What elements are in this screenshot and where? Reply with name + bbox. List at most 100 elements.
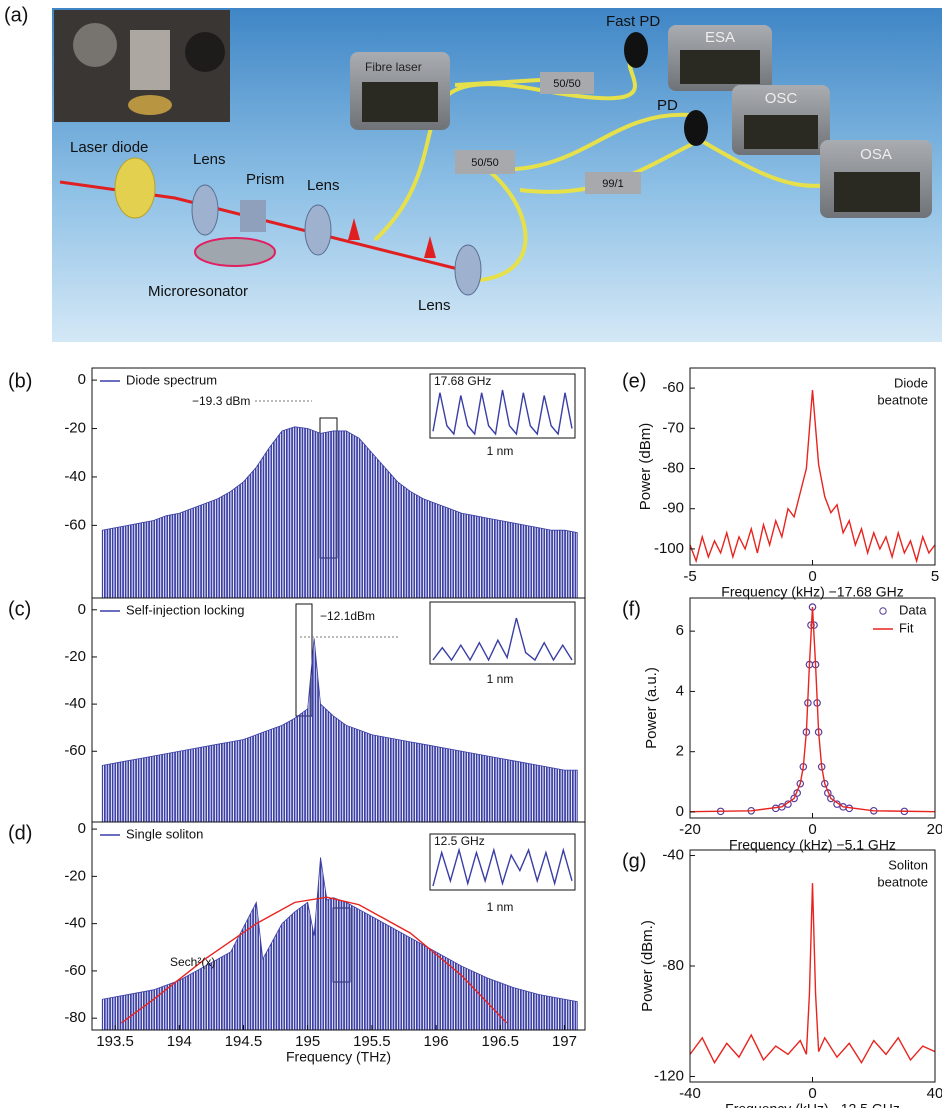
plot-area	[101, 426, 578, 598]
x-tick-label: 194	[167, 1033, 192, 1050]
photo-detail	[73, 23, 117, 67]
line	[690, 607, 935, 813]
panel-label: (c)	[8, 598, 31, 620]
line	[690, 390, 935, 564]
y-tick-label: -60	[662, 379, 684, 396]
component-label: Lens	[418, 297, 451, 314]
x-tick-label: 194.5	[225, 1033, 263, 1050]
y-tick-label: -80	[662, 957, 684, 974]
coupler	[540, 72, 594, 94]
y-tick-label: -20	[64, 648, 86, 665]
plot-area	[101, 857, 578, 1030]
legend-label: Self-injection locking	[126, 602, 245, 617]
data-point	[827, 794, 835, 803]
beam	[59, 180, 471, 274]
x-tick-label: 196	[424, 1033, 449, 1050]
coupler	[585, 172, 641, 194]
x-tick-label: 195	[295, 1033, 320, 1050]
y-tick-label: -100	[654, 540, 684, 557]
inset-line	[432, 847, 573, 887]
x-axis-label: Frequency (kHz) −17.68 GHz	[721, 584, 903, 600]
line	[121, 896, 508, 1024]
chart-panel: (b) -60 -40 -20 0 Diode spectrum −19.3 dBm 17.6…	[8, 367, 586, 599]
x-tick-label: 195.5	[353, 1033, 391, 1050]
plot-area	[101, 638, 578, 822]
y-axis-label: Power (a.u.)	[643, 667, 660, 749]
setup-diagram: (a) Laser diode Lens Prism Lens Microres…	[4, 4, 942, 342]
laser-diode	[114, 157, 156, 219]
y-tick-label: 0	[78, 820, 86, 837]
photo-detail	[130, 30, 170, 90]
annotation: Diode	[894, 375, 928, 390]
plot-area	[690, 390, 935, 564]
coupler-label: 50/50	[553, 78, 581, 90]
x-tick-label: 197	[552, 1033, 577, 1050]
line	[690, 883, 935, 1065]
y-tick-label: -90	[662, 500, 684, 517]
annotation: Soliton	[888, 857, 928, 872]
y-axis-label: Power (dBm)	[637, 423, 654, 511]
lens	[304, 204, 332, 256]
x-tick-label: 196.5	[481, 1033, 519, 1050]
photodetector	[624, 32, 648, 68]
annotation: beatnote	[877, 392, 928, 407]
screen	[362, 82, 438, 122]
lens	[454, 244, 482, 296]
inset-line	[432, 389, 573, 436]
panel-label: (b)	[8, 370, 32, 392]
x-axis-label: Frequency (kHz) −5.1 GHz	[729, 837, 896, 853]
legend-label: Single soliton	[126, 826, 203, 841]
x-tick-label: 5	[931, 568, 939, 585]
y-tick-label: 6	[676, 622, 684, 639]
x-tick-label: 0	[808, 568, 816, 585]
screen	[680, 50, 760, 84]
y-tick-label: -60	[64, 516, 86, 533]
y-tick-label: -40	[662, 846, 684, 863]
lens	[191, 184, 219, 236]
legend-marker	[879, 607, 887, 615]
component-label: Lens	[193, 151, 226, 168]
chart-panel: (e) -100 -90 -80 -70 -60 -5 0 5 Frequency (kHz) −…	[622, 367, 939, 600]
y-axis-label: Power (dBm.)	[639, 920, 656, 1012]
plot-area	[690, 883, 935, 1065]
y-tick-label: -40	[64, 695, 86, 712]
instrument-label: OSC	[765, 90, 798, 107]
inset-frame	[429, 601, 576, 665]
x-tick-label: 20	[927, 821, 942, 838]
y-tick-label: -80	[64, 1009, 86, 1026]
x-tick-label: -20	[679, 821, 701, 838]
y-tick-label: 0	[78, 601, 86, 618]
prism	[240, 200, 266, 232]
legend-label: Diode spectrum	[126, 372, 217, 387]
y-tick-label: -40	[64, 468, 86, 485]
coupler-label: 50/50	[471, 157, 499, 169]
annotation: −12.1dBm	[320, 609, 375, 623]
y-tick-label: -20	[64, 419, 86, 436]
legend-label: Fit	[899, 620, 914, 635]
inset-label: 17.68 GHz	[434, 374, 491, 388]
annotation: beatnote	[877, 874, 928, 889]
x-axis-label: Frequency (kHz) −12.5 GHz	[725, 1101, 900, 1108]
inset-label: 1 nm	[487, 672, 514, 686]
x-tick-label: 40	[927, 1085, 942, 1102]
coupler	[455, 150, 515, 174]
panel-label: (d)	[8, 822, 32, 844]
y-tick-label: 4	[676, 682, 684, 699]
y-tick-label: -60	[64, 962, 86, 979]
y-tick-label: 0	[78, 371, 86, 388]
panel-label: (g)	[622, 850, 646, 872]
instrument-label: Fibre laser	[365, 60, 422, 74]
x-tick-label: 0	[808, 1085, 816, 1102]
plot-frame	[91, 821, 586, 1031]
inset-frame	[429, 373, 576, 439]
chart-panel: (d) -80 -60 -40 -20 0 193.5 194 194.5 195 195.5 196…	[8, 820, 586, 1065]
plot-area	[690, 603, 935, 816]
annotation: Sech²(x)	[170, 955, 215, 969]
x-axis-label: Frequency (THz)	[286, 1049, 391, 1065]
pulse	[348, 218, 436, 258]
component-label: Lens	[307, 177, 340, 194]
inset-label: 12.5 GHz	[434, 834, 485, 848]
panel-label: (a)	[4, 4, 28, 26]
screen	[834, 172, 920, 212]
